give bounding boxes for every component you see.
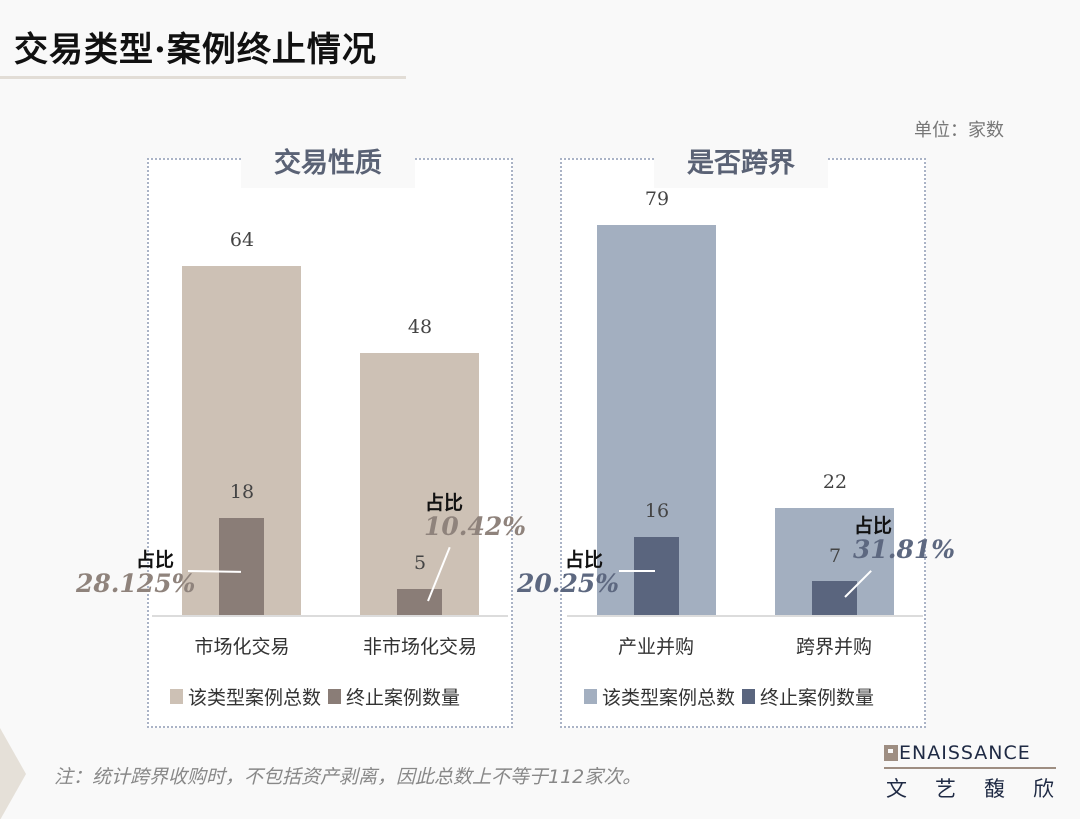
bar-terminated-crossborder — [812, 581, 857, 616]
bar-terminated-market — [219, 518, 264, 616]
logo-text-en: ENAISSANCE — [899, 742, 1031, 764]
logo-char: 欣 — [1033, 777, 1054, 801]
legend-label: 终止案例数量 — [760, 687, 875, 709]
ratio-label: 占比 — [565, 549, 604, 571]
renaissance-logo: ENAISSANCE 文 艺 馥 欣 — [884, 742, 1056, 803]
bar-terminated-nonmarket — [397, 589, 442, 616]
category-label: 跨界并购 — [795, 636, 872, 658]
value-total-nonmarket: 48 — [407, 316, 433, 338]
legend-label: 该类型案例总数 — [602, 687, 736, 709]
unit-label: 单位：家数 — [914, 120, 1004, 141]
bar-total-nonmarket — [360, 353, 479, 616]
note-arrow-icon — [0, 728, 26, 819]
category-label: 非市场化交易 — [362, 636, 477, 658]
ratio-value: 10.42% — [424, 512, 527, 541]
category-label: 产业并购 — [617, 636, 694, 658]
ratio-value: 20.25% — [517, 569, 620, 598]
x-axis-line — [152, 615, 508, 617]
x-axis-line — [567, 615, 923, 617]
ratio-label: 占比 — [136, 549, 175, 571]
page-title: 交易类型·案例终止情况 — [14, 30, 377, 70]
ratio-value: 31.81% — [853, 535, 956, 564]
ratio-label: 占比 — [425, 492, 464, 514]
logo-char: 文 — [886, 777, 907, 801]
logo-mark-icon — [884, 745, 898, 761]
logo-char: 馥 — [984, 777, 1005, 801]
legend-swatch-terminated — [742, 689, 756, 704]
legend-label: 该类型案例总数 — [188, 687, 322, 709]
panel-title: 是否跨界 — [654, 142, 828, 188]
legend-swatch-terminated — [328, 689, 342, 704]
legend-swatch-total — [584, 689, 597, 704]
value-terminated-crossborder: 7 — [828, 545, 842, 567]
value-total-market: 64 — [229, 229, 255, 251]
title-underline — [0, 76, 406, 79]
legend: 该类型案例总数 终止案例数量 — [170, 683, 460, 710]
value-total-crossborder: 22 — [822, 471, 848, 493]
category-label: 市场化交易 — [194, 636, 290, 658]
value-terminated-market: 18 — [229, 481, 255, 503]
bar-terminated-industry — [634, 537, 679, 616]
legend-swatch-total — [170, 689, 183, 704]
legend-label: 终止案例数量 — [346, 687, 461, 709]
value-terminated-nonmarket: 5 — [413, 552, 427, 574]
leader-line — [619, 570, 655, 572]
panel-title: 交易性质 — [241, 142, 415, 188]
ratio-label: 占比 — [854, 515, 893, 537]
logo-char: 艺 — [935, 777, 956, 801]
value-terminated-industry: 16 — [644, 500, 670, 522]
legend: 该类型案例总数 终止案例数量 — [584, 683, 874, 710]
ratio-value: 28.125% — [76, 569, 196, 598]
footnote: 注：统计跨界收购时，不包括资产剥离，因此总数上不等于112家次。 — [54, 766, 642, 788]
value-total-industry: 79 — [644, 188, 670, 210]
logo-divider — [884, 767, 1056, 769]
